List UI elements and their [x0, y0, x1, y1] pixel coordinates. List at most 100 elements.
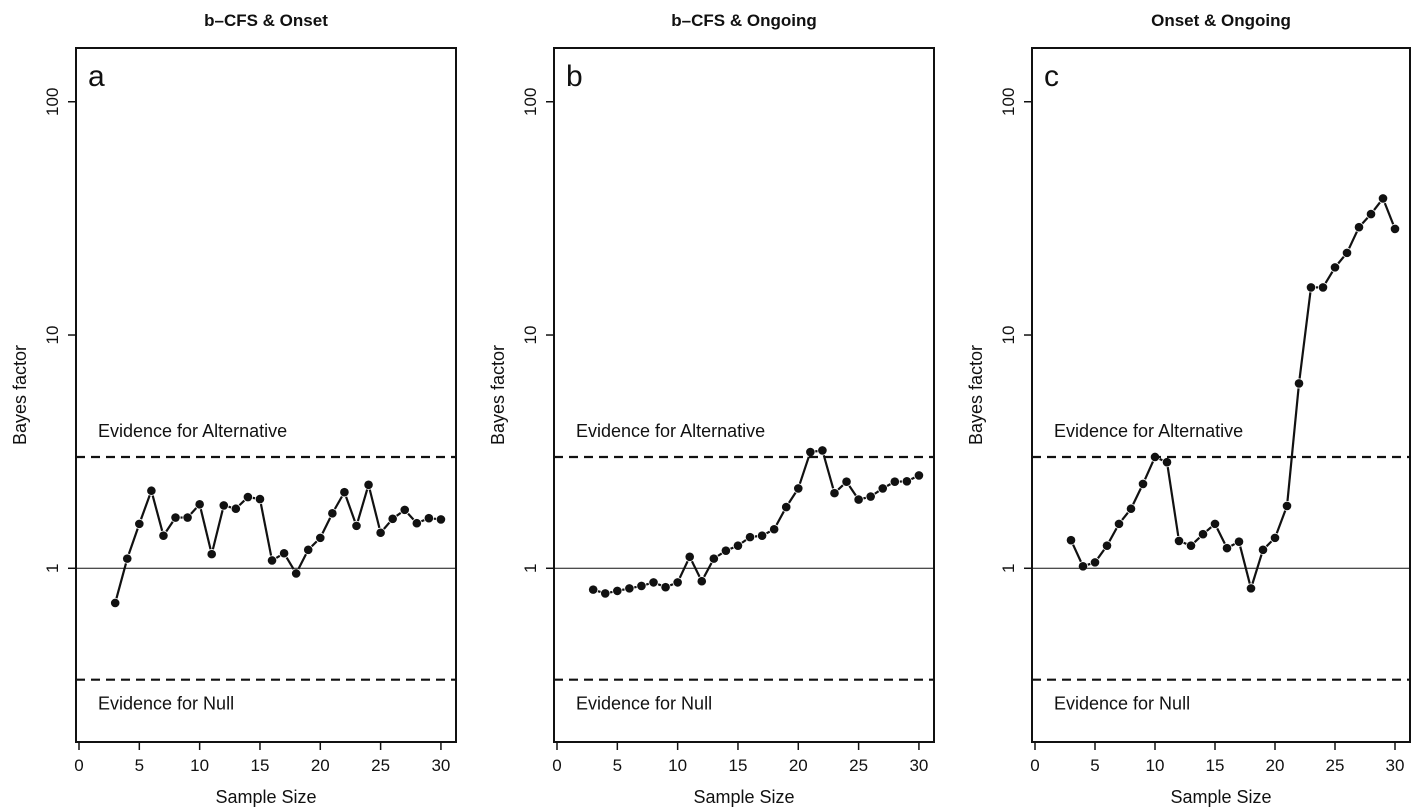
data-point	[219, 501, 229, 510]
data-point	[1090, 558, 1100, 567]
data-point	[412, 518, 422, 528]
data-point	[649, 578, 658, 587]
data-point	[400, 505, 410, 515]
series-segment	[910, 476, 915, 481]
series-segment	[730, 546, 734, 550]
series-segment	[259, 503, 273, 556]
series-segment	[356, 489, 369, 522]
x-tick-label: 20	[789, 756, 808, 775]
series-segment	[1383, 202, 1395, 225]
annotation-alternative: Evidence for Alternative	[1054, 421, 1243, 441]
x-tick-label: 25	[371, 756, 390, 775]
data-point	[1102, 541, 1112, 550]
series-segment	[1286, 388, 1300, 502]
y-tick-label: 1	[43, 564, 62, 573]
x-tick-label: 10	[190, 756, 209, 775]
data-point	[352, 521, 361, 531]
series-segment	[1275, 510, 1287, 534]
data-point	[1150, 452, 1160, 462]
data-point	[195, 500, 204, 509]
data-point	[818, 446, 827, 455]
data-point	[1174, 536, 1184, 546]
data-point	[1294, 379, 1304, 388]
data-point	[436, 515, 446, 524]
y-tick-label: 1	[999, 564, 1018, 573]
series-segment	[788, 492, 797, 504]
plot-frame	[1031, 47, 1411, 743]
series-segment	[597, 590, 601, 593]
series-segment	[703, 562, 713, 578]
series-segment	[151, 495, 164, 532]
data-point	[1282, 501, 1292, 511]
data-point	[745, 532, 755, 542]
data-point	[1378, 194, 1388, 203]
series-segment	[1324, 271, 1334, 284]
series-segment	[1159, 457, 1163, 462]
data-point	[1222, 543, 1232, 553]
series-segment	[311, 540, 318, 548]
annotation-null: Evidence for Null	[576, 694, 712, 714]
series-segment	[285, 556, 295, 570]
data-point	[1078, 561, 1088, 571]
data-point	[613, 586, 622, 596]
data-point	[769, 524, 779, 534]
data-point	[1342, 248, 1352, 258]
x-tick-label: 20	[311, 756, 330, 775]
x-tick-label: 30	[431, 756, 450, 775]
series-segment	[199, 508, 212, 550]
series-segment	[690, 560, 701, 578]
data-point	[1138, 479, 1148, 489]
series-segment	[396, 511, 402, 517]
plot-frame	[553, 47, 935, 743]
series-segment	[1265, 540, 1273, 548]
x-tick-label: 10	[668, 756, 687, 775]
panel-letter: a	[88, 60, 105, 93]
plot-frame	[75, 47, 457, 743]
series-segment	[1251, 554, 1263, 584]
data-point	[376, 528, 385, 538]
data-point	[685, 552, 695, 562]
data-point	[135, 519, 144, 529]
data-point	[207, 549, 217, 559]
x-tick-label: 5	[613, 756, 622, 775]
series-segment	[1230, 543, 1236, 547]
data-point	[340, 487, 349, 497]
series-segment	[407, 512, 415, 521]
series-segment	[228, 505, 232, 509]
series-segment	[848, 485, 857, 497]
data-point	[757, 531, 767, 540]
series-segment	[275, 554, 281, 559]
data-point	[830, 488, 839, 498]
data-point	[231, 504, 241, 514]
data-point	[890, 477, 900, 487]
series-segment	[863, 496, 867, 500]
data-point	[721, 546, 731, 555]
series-segment	[775, 510, 785, 526]
y-axis-label: Bayes factor	[488, 345, 508, 445]
series-segment	[1348, 231, 1358, 249]
data-point	[1318, 283, 1328, 292]
series-segment	[165, 521, 174, 533]
y-tick-label: 10	[521, 326, 540, 345]
x-tick-label: 10	[1146, 756, 1165, 775]
data-point	[1186, 541, 1196, 550]
data-point	[159, 531, 168, 540]
data-point	[866, 492, 875, 501]
data-point	[806, 447, 815, 457]
y-tick-label: 1	[521, 564, 540, 573]
annotation-alternative: Evidence for Alternative	[98, 421, 287, 441]
annotation-null: Evidence for Null	[1054, 694, 1190, 714]
series-segment	[127, 528, 139, 555]
data-point	[1390, 224, 1400, 234]
x-tick-label: 25	[849, 756, 868, 775]
x-tick-label: 25	[1326, 756, 1345, 775]
series-segment	[1298, 292, 1312, 379]
x-tick-label: 0	[552, 756, 561, 775]
panel-letter: c	[1044, 60, 1059, 93]
x-axis-label: Sample Size	[215, 787, 316, 807]
series-segment	[1108, 527, 1118, 542]
data-point	[1330, 263, 1340, 272]
series-segment	[1373, 201, 1381, 211]
data-point	[424, 513, 434, 523]
